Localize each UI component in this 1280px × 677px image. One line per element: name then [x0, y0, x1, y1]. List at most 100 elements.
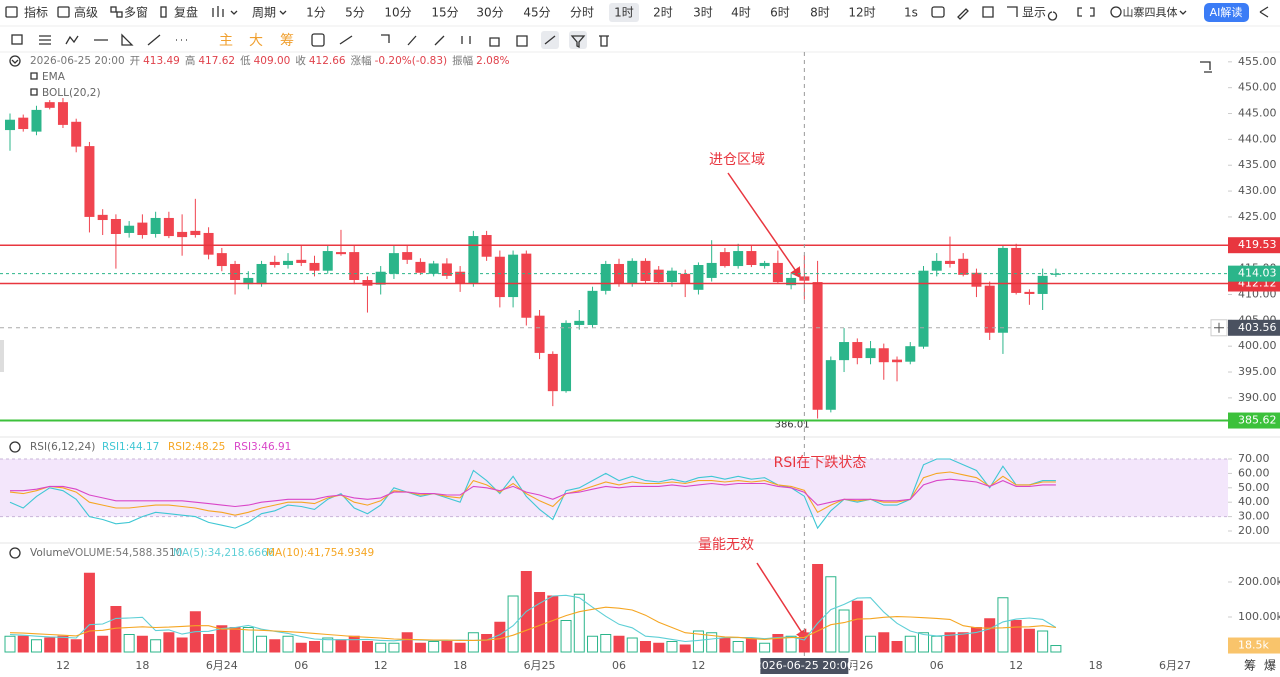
chip-tool[interactable]: 大: [249, 33, 263, 49]
toolbar-item[interactable]: 30分: [476, 6, 503, 20]
volume-bar: [414, 642, 426, 653]
volume-bar: [613, 635, 625, 653]
ohlc-info: 2026-06-25 20:00 开 413.49 高 417.62 低 409.00 收 41…: [30, 54, 510, 67]
toolbar-item[interactable]: 4时: [731, 6, 751, 20]
toolbar-item[interactable]: 1时: [614, 6, 634, 20]
candle-body: [918, 270, 929, 347]
candle-body: [812, 282, 823, 410]
volume-bar: [1037, 630, 1049, 653]
y-tick-label: 200.00k: [1238, 575, 1280, 588]
volume-bar: [454, 642, 466, 653]
candle-body: [680, 273, 691, 284]
candle-body: [706, 262, 717, 278]
legend-item: RSI3:46.91: [234, 441, 291, 453]
toolbar-item[interactable]: 5分: [345, 6, 365, 20]
volume-bar: [772, 633, 784, 653]
x-tick-label: 18: [1089, 659, 1103, 672]
info-value: 409.00: [254, 55, 291, 67]
annotation: RSI在下跌状态: [774, 455, 867, 471]
volume-bar: [759, 642, 771, 653]
volume-bar: [679, 644, 691, 653]
candle-body: [878, 348, 889, 363]
info-label: 涨幅: [351, 54, 372, 67]
volume-ma: [9, 606, 1056, 641]
candle-body: [256, 263, 267, 285]
crosshair-price: 403.56: [1238, 321, 1277, 334]
volume-bar: [1010, 619, 1022, 653]
chip-tool[interactable]: 主: [219, 33, 233, 49]
volume-bar: [732, 640, 744, 653]
toolbar-item[interactable]: 指标: [24, 5, 48, 20]
legend-item: VOLUME:54,588.3510: [68, 547, 182, 559]
info-label: 振幅: [452, 54, 473, 67]
ai-button[interactable]: AI解读: [1210, 5, 1243, 19]
footer-item[interactable]: 爆: [1264, 659, 1276, 673]
candle-body: [71, 121, 82, 147]
toolbar-item[interactable]: 2时: [653, 6, 673, 20]
volume-bar: [719, 637, 731, 653]
toolbar-item[interactable]: 高级: [74, 5, 98, 20]
y-tick-label: 425.00: [1238, 210, 1277, 223]
indicator-label: BOLL(20,2): [42, 87, 101, 99]
toolbar-item[interactable]: 45分: [523, 6, 550, 20]
volume-bar: [534, 591, 546, 653]
price-line-tag: [1228, 412, 1280, 429]
footer-item[interactable]: 筹: [1244, 659, 1256, 673]
volume-bar: [467, 632, 479, 653]
y-tick-label: 400.00: [1238, 339, 1277, 352]
volume-bar: [639, 640, 651, 653]
candle-body: [931, 260, 942, 271]
toolbar-item[interactable]: 显示: [1022, 6, 1046, 20]
toolbar-item[interactable]: 6时: [770, 6, 790, 20]
ai-button-bg[interactable]: [1204, 3, 1249, 22]
candle-body: [653, 269, 664, 283]
candle-body: [1050, 273, 1061, 275]
toolbar-item[interactable]: 山寨四具体: [1123, 5, 1178, 19]
volume-bar: [17, 635, 29, 653]
volume-bar: [441, 640, 453, 653]
candle-body: [719, 252, 730, 267]
info-icons: [9, 55, 1212, 559]
y-tick-label: 435.00: [1238, 158, 1277, 171]
candle-body: [283, 260, 294, 266]
toolbar-item[interactable]: 10分: [384, 6, 411, 20]
volume-bar: [838, 609, 850, 653]
candle-body: [388, 253, 399, 274]
toolbar-item[interactable]: 12时: [848, 6, 875, 20]
toolbar-item[interactable]: 3时: [693, 6, 713, 20]
candle-body: [243, 277, 254, 285]
candle-body: [44, 102, 55, 108]
candle-body: [97, 214, 108, 221]
y-tick-label: 395.00: [1238, 365, 1277, 378]
toolbar-item[interactable]: 周期: [252, 6, 276, 20]
x-tick-label: 18: [453, 659, 467, 672]
candle-body: [640, 260, 651, 282]
toolbar-item[interactable]: 分时: [570, 6, 594, 20]
toolbar-item[interactable]: 复盘: [174, 5, 198, 20]
volume-bar: [1023, 628, 1035, 653]
candle-body: [852, 342, 863, 359]
candle-body: [905, 346, 916, 362]
volume-bar: [70, 639, 82, 653]
volume-bar: [242, 626, 254, 653]
candle-body: [666, 270, 677, 283]
volume-bar: [163, 632, 175, 653]
candle-body: [587, 290, 598, 325]
volume-bar: [83, 572, 95, 653]
toolbar-item[interactable]: 15分: [431, 6, 458, 20]
volume-bar: [57, 635, 69, 653]
toolbar-item[interactable]: 1s: [904, 6, 918, 20]
volume-bar: [878, 632, 890, 653]
chip-tool[interactable]: 筹: [280, 32, 294, 49]
volume-bar: [931, 635, 943, 653]
candle-body: [892, 359, 903, 363]
toolbar-item[interactable]: 1分: [306, 6, 326, 20]
candle-body: [349, 252, 360, 280]
side-handle[interactable]: [0, 340, 4, 372]
volume-bar: [348, 635, 360, 653]
candle-body: [18, 117, 29, 130]
toolbar-item[interactable]: 8时: [810, 6, 830, 20]
candle-body: [428, 263, 439, 274]
rsi-line: [9, 471, 1056, 516]
toolbar-item[interactable]: 多窗: [124, 6, 148, 20]
